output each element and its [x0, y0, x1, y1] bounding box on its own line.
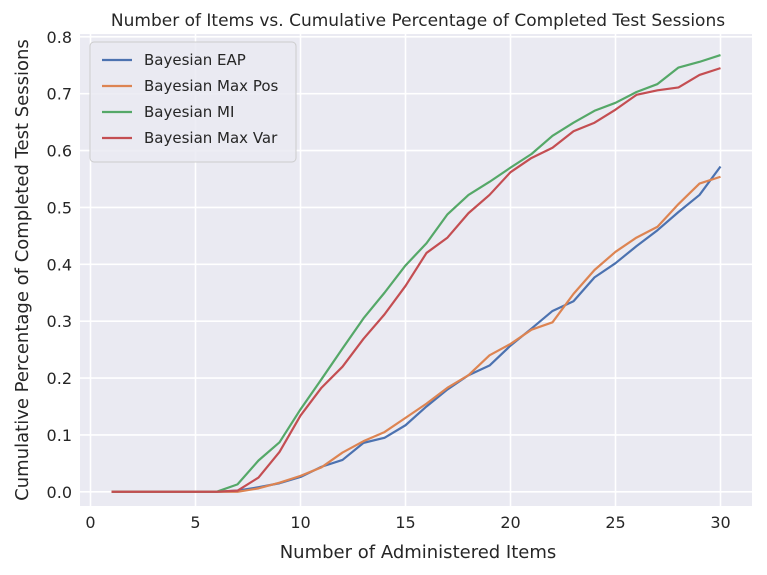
- series-lines: [111, 53, 722, 493]
- x-tick-label: 15: [395, 513, 415, 532]
- y-tick-label: 0.5: [47, 198, 72, 217]
- y-tick-label: 0.6: [47, 142, 72, 161]
- y-tick-label: 0.0: [47, 483, 72, 502]
- y-axis-label: Cumulative Percentage of Completed Test …: [12, 39, 33, 501]
- y-tick-label: 0.8: [47, 28, 72, 47]
- x-tick-label: 10: [290, 513, 310, 532]
- y-tick-label: 0.7: [47, 85, 72, 104]
- y-tick-label: 0.2: [47, 369, 72, 388]
- chart-title: Number of Items vs. Cumulative Percentag…: [111, 11, 725, 31]
- x-tick-label: 5: [190, 513, 200, 532]
- legend-box: [89, 41, 297, 163]
- x-axis-label: Number of Administered Items: [280, 542, 557, 563]
- legend-label: Bayesian MI: [144, 103, 234, 121]
- series-line-bayesian-max-var: [111, 67, 721, 493]
- y-tick-labels: 0.0 0.1 0.2 0.3 0.4 0.5 0.6 0.7 0.8: [47, 28, 72, 502]
- x-tick-label: 25: [605, 513, 625, 532]
- legend-label: Bayesian Max Var: [144, 129, 278, 147]
- x-tick-labels: 0 5 10 15 20 25 30: [85, 513, 730, 532]
- x-tick-label: 20: [500, 513, 520, 532]
- y-tick-label: 0.1: [47, 426, 72, 445]
- legend-label: Bayesian Max Pos: [144, 77, 279, 95]
- y-tick-label: 0.3: [47, 312, 72, 331]
- x-tick-label: 30: [710, 513, 730, 532]
- legend: Bayesian EAP Bayesian Max Pos Bayesian MI B…: [89, 41, 297, 163]
- legend-label: Bayesian EAP: [144, 51, 246, 69]
- x-tick-label: 0: [85, 513, 95, 532]
- y-tick-label: 0.4: [47, 255, 72, 274]
